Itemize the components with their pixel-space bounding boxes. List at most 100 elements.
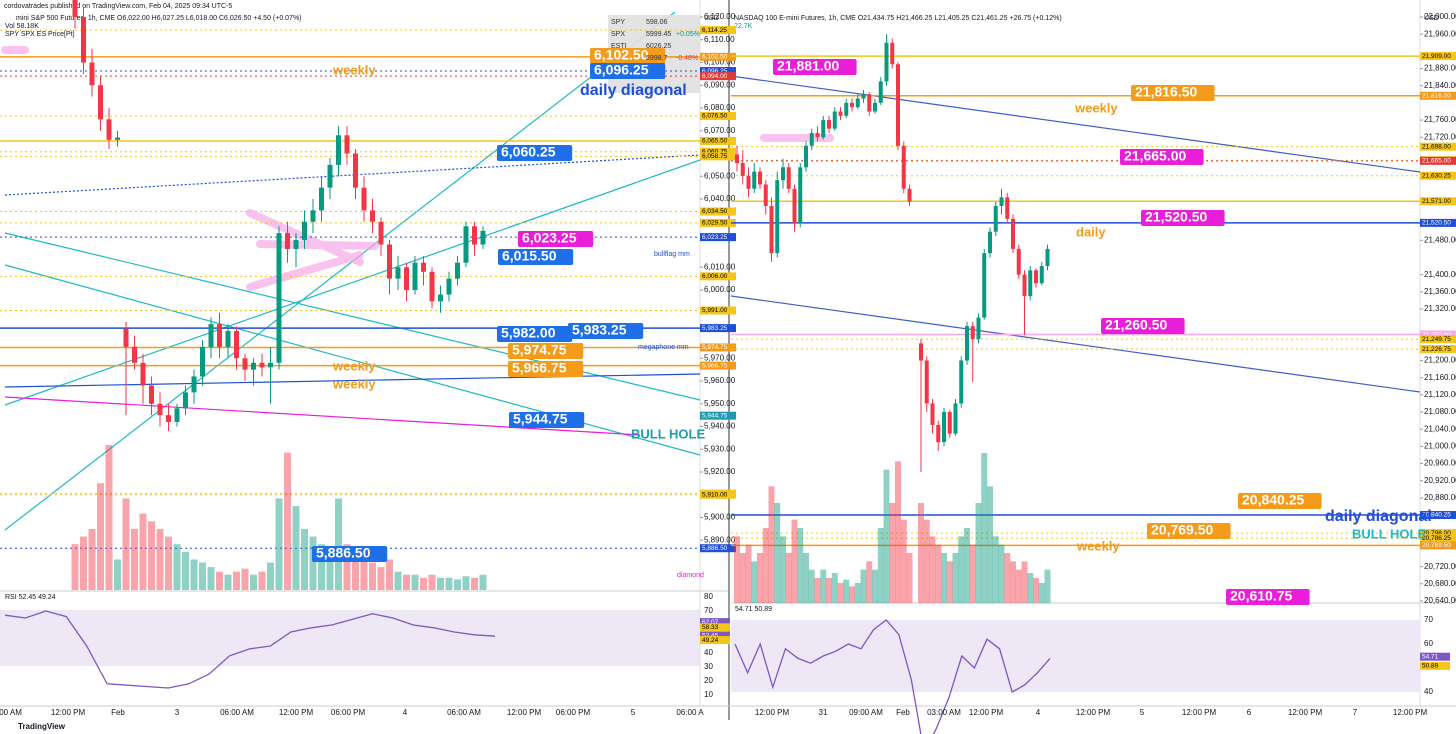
volume-bar (964, 528, 970, 603)
rsi-tick-label: 10 (704, 690, 713, 699)
axis-badge (1420, 330, 1456, 339)
annotation: weekly (332, 358, 376, 373)
axis-badge (1420, 529, 1456, 538)
rsi-badge (700, 618, 730, 627)
volume-bar (114, 559, 121, 590)
volume-bar (352, 551, 359, 590)
callout-label: 6,023.25 (522, 230, 577, 246)
volume-bar (987, 486, 993, 603)
axis-badge (1420, 345, 1456, 354)
candle-body (792, 188, 797, 224)
annotation: weekly (1074, 100, 1118, 115)
candle-body (844, 102, 849, 116)
callout-label: 5,966.75 (512, 360, 567, 376)
volume-bar (900, 519, 907, 603)
candle-body (815, 132, 820, 138)
callout-label: 21,881.00 (777, 58, 839, 74)
volume-bar (849, 586, 855, 603)
callout-label: 20,610.75 (1230, 588, 1292, 604)
rsi-tick-label: 80 (704, 592, 713, 601)
volume-bar (97, 483, 104, 590)
candle-body (1022, 274, 1027, 297)
candle-body (988, 231, 992, 254)
time-label: 12:00 PM (51, 708, 86, 717)
price-tick-label: 6,070.00 (704, 126, 736, 135)
time-label: Feb (896, 708, 910, 717)
volume-bar (165, 536, 172, 590)
volume-bar (780, 536, 786, 603)
table-cell: 598.06 (646, 19, 668, 26)
callout-label: 5,974.75 (512, 342, 567, 358)
axis-badge-label: 5,974.75 (702, 344, 728, 351)
rsi-tick-label: 40 (1424, 687, 1433, 696)
rsi-badge-label: 62.07 (702, 619, 719, 626)
candle-body (421, 262, 426, 272)
volume-bar (739, 553, 746, 603)
volume-bar (190, 559, 198, 590)
candle-body (907, 188, 912, 202)
time-label: 7 (1353, 708, 1358, 717)
volume-bar (918, 503, 924, 603)
time-label: 12:00 PM (755, 708, 790, 717)
axis-badge (1420, 142, 1456, 151)
axis-badge (700, 490, 736, 499)
price-tick-label: 5,950.00 (704, 399, 736, 408)
volume-bar (889, 503, 896, 603)
annotation: BULL HOLE (631, 426, 705, 441)
volume-label: 22.7K (734, 23, 753, 30)
volume-bar (883, 469, 890, 603)
candle-body (821, 120, 826, 138)
callout-box (497, 145, 573, 161)
axis-badge (700, 544, 736, 553)
volume-bar (906, 553, 913, 603)
volume-bar (88, 528, 96, 590)
candle-body (387, 244, 392, 279)
candle-body (827, 120, 831, 129)
volume-bar (952, 553, 959, 603)
candle-body (1045, 248, 1050, 267)
currency: USD (704, 15, 719, 22)
volume-bar (895, 461, 901, 603)
trend-line (4, 373, 701, 388)
callout-box (773, 59, 857, 75)
price-tick-label: 6,120.00 (704, 12, 736, 21)
candle-body (746, 175, 751, 189)
axis-badge (700, 324, 736, 333)
callout-label: 21,816.50 (1135, 84, 1197, 100)
volume-bar (854, 583, 861, 603)
time-label: 12:00 PM (1076, 708, 1111, 717)
time-label: 06:00 PM (331, 708, 366, 717)
axis-badge-label: 21,816.50 (1422, 93, 1451, 100)
volume-bar (80, 536, 87, 590)
time-label: 12:00 PM (1393, 708, 1428, 717)
time-label: 5 (631, 708, 636, 717)
price-tick-label: 21,120.00 (1424, 390, 1456, 399)
callout-box (1238, 493, 1322, 509)
time-label: 12:00 PM (279, 708, 314, 717)
candle-body (123, 328, 129, 347)
time-label: 6 (1247, 708, 1252, 717)
time-label: 31 (819, 708, 828, 717)
volume-bar (139, 513, 147, 590)
price-tick-label: 21,360.00 (1424, 287, 1456, 296)
volume-bar (981, 453, 988, 603)
candle-body (302, 221, 307, 240)
candle-body (395, 267, 401, 279)
candle-body (446, 278, 452, 295)
price-tick-label: 21,760.00 (1424, 115, 1456, 124)
candle-body (463, 226, 469, 263)
volume-bar (403, 574, 410, 590)
candle-body (310, 210, 316, 222)
time-label: 4 (1036, 708, 1041, 717)
candle-body (378, 221, 384, 245)
candle-body (942, 412, 946, 443)
candle-body (157, 403, 163, 416)
candle-body (758, 171, 762, 185)
volume-bar (923, 519, 930, 603)
callout-box (568, 323, 644, 339)
price-tick-label: 5,890.00 (704, 535, 736, 544)
volume-bar (318, 544, 325, 590)
axis-badge-label: 21,249.75 (1422, 336, 1451, 343)
volume-bar (814, 578, 821, 603)
callout-box (1120, 149, 1204, 165)
